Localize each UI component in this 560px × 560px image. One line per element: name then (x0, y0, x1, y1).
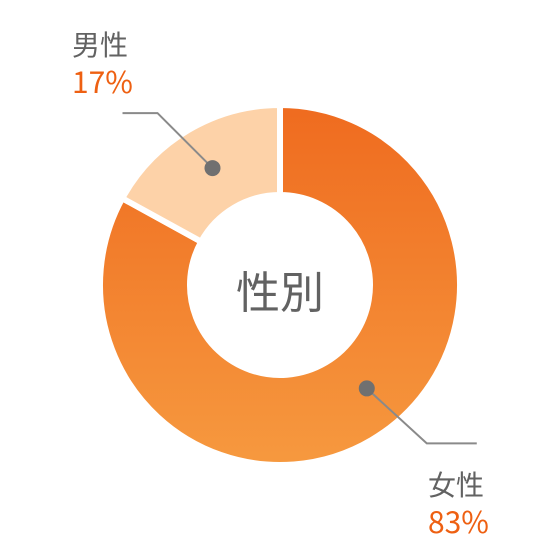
callout-male: 男性 17% (72, 28, 133, 98)
leader-dot-female (359, 380, 375, 396)
female-value: 83% (428, 502, 489, 538)
male-label: 男性 (72, 28, 133, 62)
gender-donut-chart: 性別 女性 83% 男性 17% (0, 0, 560, 560)
callout-female: 女性 83% (428, 468, 489, 538)
female-label: 女性 (428, 468, 489, 502)
male-value: 17% (72, 62, 133, 98)
leader-dot-male (205, 160, 221, 176)
